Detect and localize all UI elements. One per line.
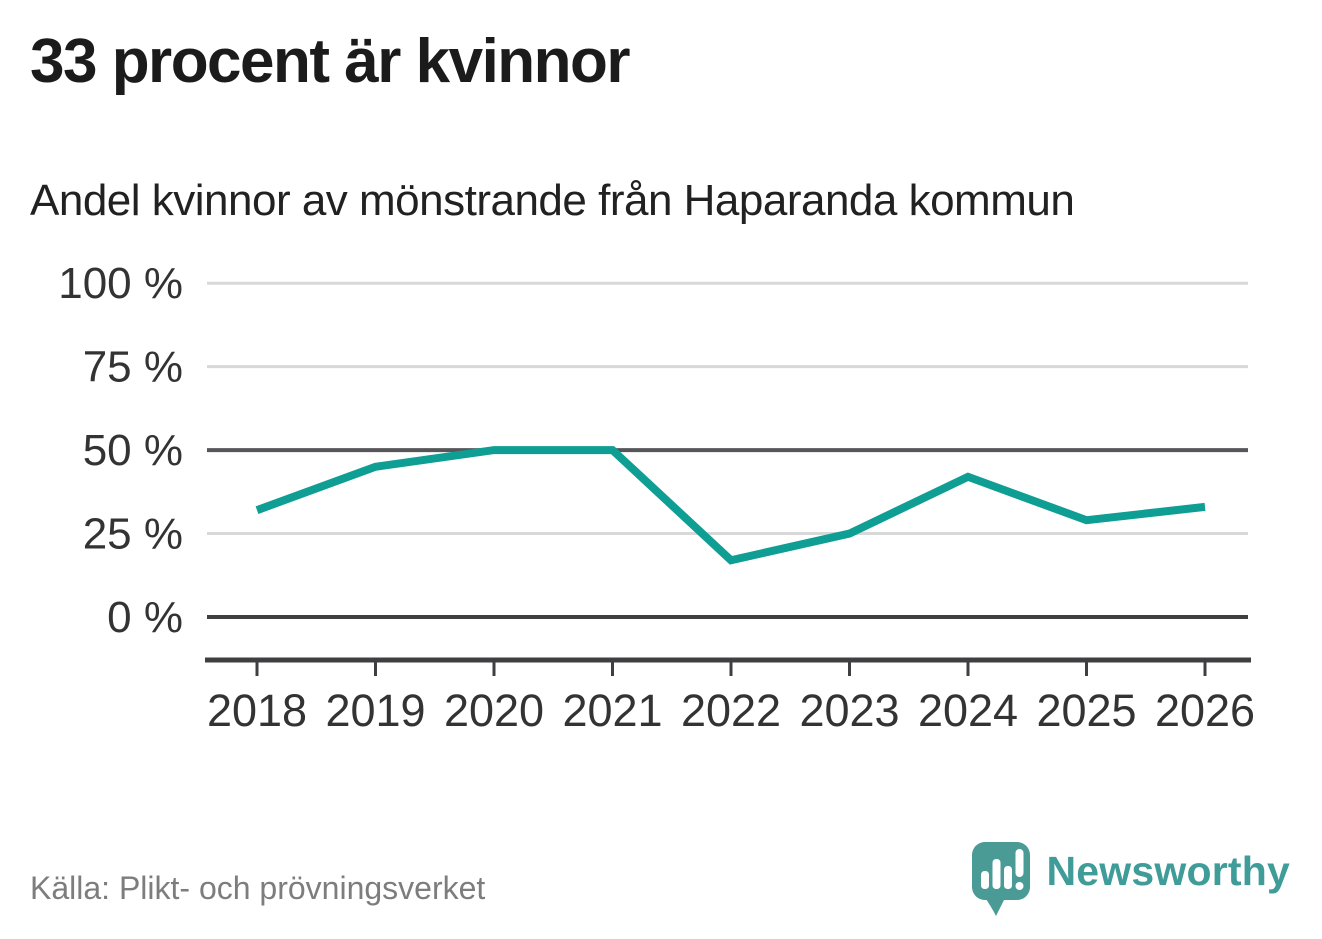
y-tick-label-50: 50 % [83, 426, 183, 475]
y-tick-label-25: 25 % [83, 510, 183, 559]
x-tick-label-2019: 2019 [325, 685, 425, 736]
logo-exclamation-dot [1015, 882, 1023, 890]
y-tick-label-100: 100 % [58, 259, 183, 308]
x-axis-ticks [255, 660, 1207, 676]
x-tick-label-2022: 2022 [681, 685, 781, 736]
y-tick-label-75: 75 % [83, 343, 183, 392]
newsworthy-logo-icon [971, 842, 1030, 916]
logo-exclamation-bar [1015, 849, 1023, 877]
logo-bar-tall [992, 859, 1000, 889]
logo-bar-short [980, 871, 989, 889]
x-tick-label-2021: 2021 [562, 685, 662, 736]
x-tick-label-2025: 2025 [1036, 685, 1136, 736]
x-tick-label-2023: 2023 [799, 685, 899, 736]
y-tick-label-0: 0 % [107, 593, 183, 642]
y-axis-labels: 0 % 25 % 50 % 75 % 100 % [58, 259, 183, 642]
gridlines [207, 281, 1248, 619]
page-title: 33 procent är kvinnor [30, 27, 631, 96]
data-line [255, 446, 1206, 565]
x-tick-label-2024: 2024 [918, 685, 1018, 736]
chart-subtitle: Andel kvinnor av mönstrande från Haparan… [30, 176, 1075, 225]
x-tick-label-2026: 2026 [1155, 685, 1255, 736]
x-tick-label-2020: 2020 [444, 685, 544, 736]
newsworthy-wordmark: Newsworthy [1046, 848, 1290, 894]
source-note: Källa: Plikt- och prövningsverket [30, 870, 486, 906]
x-tick-label-2018: 2018 [207, 685, 307, 736]
newsworthy-brand: Newsworthy [971, 842, 1291, 920]
x-axis-labels: 2018 2019 2020 2021 2022 2023 2024 2025 2026 [207, 685, 1255, 736]
logo-bar-medium [1003, 866, 1012, 889]
